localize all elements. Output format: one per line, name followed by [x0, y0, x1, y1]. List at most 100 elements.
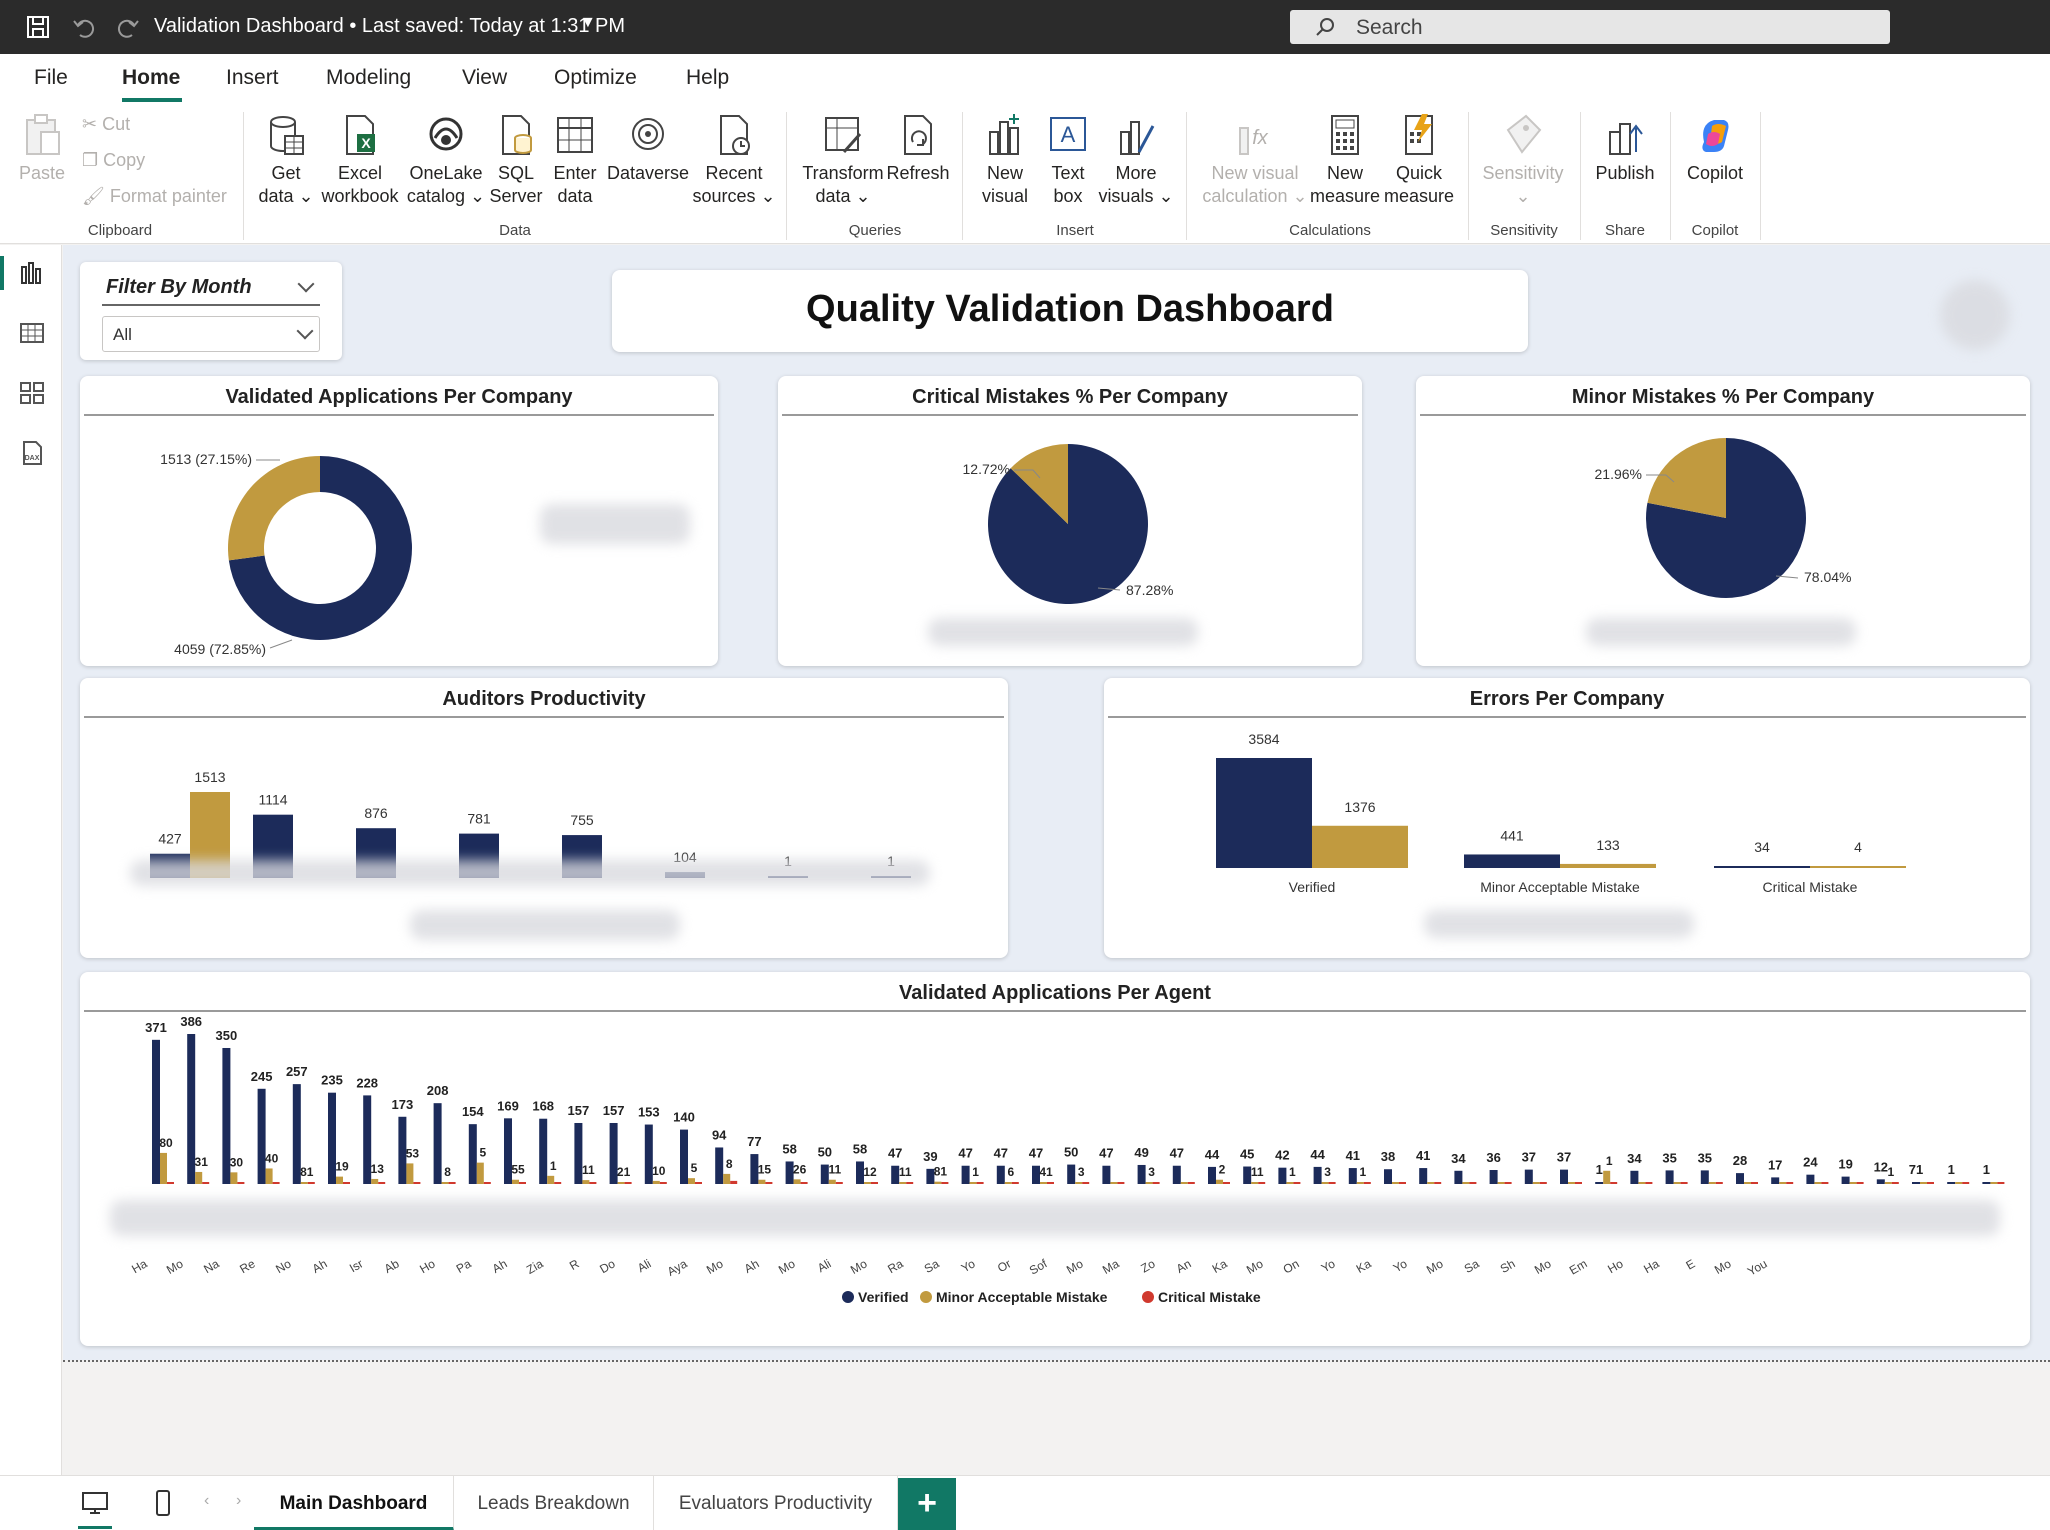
dax-query-view-icon[interactable]: DAX	[18, 439, 46, 467]
data-label: 1	[550, 1159, 557, 1173]
menu-insert[interactable]: Insert	[226, 66, 279, 89]
svg-text:fx: fx	[1252, 127, 1269, 149]
bar	[1714, 866, 1810, 868]
ribbon-separator	[1468, 112, 1469, 240]
get-data-button[interactable]: Get data ⌄	[252, 112, 320, 208]
format-painter-label: Format painter	[109, 186, 227, 206]
excel-icon: X	[346, 115, 375, 155]
axis-tick-label: R	[567, 1256, 582, 1273]
bar	[1497, 1182, 1505, 1184]
onelake-catalog-button[interactable]: OneLake catalog ⌄	[402, 112, 490, 208]
data-label: 1513	[194, 769, 225, 785]
table-view-icon[interactable]	[18, 319, 46, 347]
enter-data-button[interactable]: Enter data	[546, 112, 604, 208]
copy-button[interactable]: ❐ Copy	[82, 150, 145, 171]
bar	[1814, 1182, 1822, 1184]
bar	[1990, 1182, 1998, 1184]
chevron-down-icon[interactable]	[297, 275, 315, 293]
format-painter-button[interactable]: 🖌 Format painter	[82, 186, 227, 207]
excel-workbook-button[interactable]: X Excel workbook	[316, 112, 404, 208]
transform-data-button[interactable]: Transform data ⌄	[800, 112, 886, 208]
data-label: 3	[1324, 1165, 1331, 1179]
menu-modeling[interactable]: Modeling	[326, 66, 412, 89]
axis-tick-label: Mo	[1244, 1256, 1266, 1277]
quick-measure-button[interactable]: Quick measure	[1380, 112, 1458, 208]
data-label: 755	[570, 812, 594, 828]
bar	[1524, 1169, 1533, 1184]
bar	[1947, 1182, 1956, 1184]
dataverse-button[interactable]: Dataverse	[602, 112, 694, 185]
cut-button[interactable]: ✂ Cut	[82, 114, 130, 135]
save-icon[interactable]	[24, 13, 52, 41]
scroll-left-icon[interactable]: ‹	[204, 1492, 210, 1509]
menu-file[interactable]: File	[34, 66, 68, 89]
bar	[237, 1182, 245, 1184]
bar	[793, 1179, 801, 1184]
critical-pie-chart: 87.28% 12.72%	[963, 444, 1173, 604]
bar	[272, 1182, 280, 1184]
publish-button[interactable]: Publish	[1590, 112, 1660, 185]
axis-tick-label: Na	[201, 1256, 222, 1276]
data-label: 15	[758, 1163, 772, 1177]
copilot-button[interactable]: Copilot	[1680, 112, 1750, 185]
menu-view[interactable]: View	[462, 66, 508, 89]
leader-line	[1014, 469, 1041, 479]
sql-server-button[interactable]: SQL Server	[484, 112, 548, 208]
undo-icon[interactable]	[70, 13, 98, 41]
bar	[589, 1182, 597, 1184]
text-box-button[interactable]: A Text box	[1040, 112, 1096, 208]
legend-blurred	[928, 618, 1198, 646]
menu-optimize[interactable]: Optimize	[554, 66, 637, 89]
tab-main-dashboard[interactable]: Main Dashboard	[254, 1476, 454, 1530]
menu-help[interactable]: Help	[686, 66, 730, 89]
new-visual-calculation-button[interactable]: fx New visual calculation ⌄	[1196, 112, 1314, 208]
report-view-icon[interactable]	[18, 259, 46, 287]
data-label: 28	[1733, 1153, 1747, 1168]
recent-sources-button[interactable]: Recent sources ⌄	[690, 112, 778, 208]
data-label: 157	[568, 1103, 590, 1118]
tab-evaluators-productivity[interactable]: Evaluators Productivity	[654, 1476, 898, 1530]
search-box[interactable]: Search	[1290, 10, 1890, 44]
desktop-layout-icon[interactable]	[80, 1488, 110, 1518]
mobile-layout-icon[interactable]	[148, 1488, 178, 1518]
menu-home[interactable]: Home	[122, 66, 181, 89]
sensitivity-button[interactable]: Sensitivity ⌄	[1478, 112, 1568, 208]
redo-icon[interactable]	[114, 13, 142, 41]
text-box-icon: A	[1050, 117, 1086, 151]
new-visual-button[interactable]: New visual	[976, 112, 1034, 208]
more-visuals-button[interactable]: More visuals ⌄	[1098, 112, 1174, 208]
transform-label-1: Transform	[802, 163, 884, 183]
add-page-button[interactable]: +	[898, 1478, 956, 1530]
new-measure-button[interactable]: New measure	[1306, 112, 1384, 208]
paste-button[interactable]: Paste	[18, 112, 66, 185]
axis-tick-label: Ho	[1605, 1256, 1626, 1276]
scroll-right-icon[interactable]: ›	[236, 1492, 242, 1509]
paste-label: Paste	[18, 163, 66, 183]
group-label-clipboard: Clipboard	[87, 222, 153, 239]
bar	[1356, 1182, 1364, 1184]
model-view-icon[interactable]	[18, 379, 46, 407]
group-label-queries: Queries	[848, 222, 902, 239]
bar	[371, 1178, 379, 1184]
data-label: 42	[1275, 1148, 1289, 1163]
tab-leads-breakdown[interactable]: Leads Breakdown	[454, 1476, 654, 1530]
chart-title: Critical Mistakes % Per Company	[912, 386, 1228, 408]
ribbon-separator	[786, 112, 787, 240]
data-label: 1	[1948, 1162, 1955, 1177]
bar	[871, 1182, 878, 1184]
bar	[160, 1152, 167, 1184]
refresh-button[interactable]: Refresh	[884, 112, 952, 185]
bar	[441, 1182, 449, 1184]
group-label-copilot: Copilot	[1691, 222, 1739, 239]
brush-icon: 🖌	[82, 186, 110, 206]
axis-tick-label: Zo	[1138, 1256, 1157, 1275]
data-label: 12.72%	[963, 461, 1010, 477]
data-label: 157	[603, 1103, 625, 1118]
title-dropdown-icon[interactable]: ▼	[580, 14, 596, 31]
bar	[1841, 1176, 1850, 1184]
new-visual-label-1: New	[986, 163, 1023, 183]
month-dropdown[interactable]: All	[102, 316, 320, 352]
bar	[1532, 1182, 1540, 1184]
bar	[1117, 1182, 1125, 1184]
bar	[406, 1163, 414, 1184]
